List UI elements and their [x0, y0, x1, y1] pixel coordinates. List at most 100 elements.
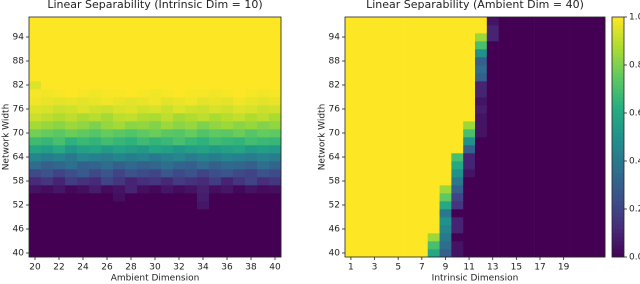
- heatmap-cell: [356, 161, 369, 170]
- x-tick-label: 34: [197, 263, 209, 273]
- heatmap-cell: [415, 105, 429, 114]
- heatmap-cell: [368, 129, 381, 138]
- heatmap-cell: [233, 249, 246, 258]
- heatmap-cell: [545, 201, 559, 210]
- heatmap-cell: [392, 209, 405, 218]
- heatmap-cell: [498, 33, 511, 42]
- heatmap-cell: [269, 225, 282, 234]
- x-tick-label: 36: [221, 263, 233, 273]
- heatmap-cell: [545, 41, 559, 50]
- heatmap-cell: [522, 217, 535, 226]
- heatmap-cell: [439, 65, 452, 74]
- heatmap-cell: [427, 177, 440, 186]
- heatmap-cell: [245, 49, 258, 58]
- heatmap-cell: [545, 121, 559, 130]
- heatmap-cell: [356, 33, 369, 42]
- heatmap-cell: [581, 129, 594, 138]
- colorbar-segment: [612, 29, 624, 34]
- heatmap-cell: [245, 233, 258, 242]
- heatmap-cell: [149, 129, 162, 138]
- heatmap-cell: [125, 33, 138, 42]
- heatmap-cell: [65, 113, 78, 122]
- x-tick-label: 17: [534, 263, 545, 273]
- heatmap-cell: [53, 169, 66, 178]
- heatmap-cell: [427, 209, 440, 218]
- heatmap-cell: [475, 81, 488, 90]
- heatmap-cell: [404, 89, 417, 98]
- heatmap-cell: [137, 145, 150, 154]
- heatmap-cell: [149, 49, 162, 58]
- colorbar-segment: [612, 45, 624, 50]
- heatmap-cell: [557, 193, 570, 202]
- heatmap-cell: [137, 17, 150, 26]
- heatmap-cell: [475, 241, 488, 250]
- heatmap-cell: [149, 145, 162, 154]
- heatmap-cell: [65, 121, 78, 130]
- heatmap-cell: [125, 249, 138, 258]
- heatmap-cell: [113, 25, 126, 34]
- heatmap-cell: [368, 153, 381, 162]
- heatmap-cell: [593, 225, 606, 234]
- heatmap-cell: [475, 105, 488, 114]
- heatmap-cell: [486, 145, 499, 154]
- heatmap-cell: [161, 145, 174, 154]
- heatmap-cell: [149, 225, 162, 234]
- heatmap-cell: [463, 129, 476, 138]
- heatmap-cell: [451, 241, 464, 250]
- heatmap-cell: [65, 129, 78, 138]
- heatmap-cell: [569, 57, 582, 66]
- heatmap-cell: [77, 89, 90, 98]
- heatmap-cell: [345, 25, 358, 34]
- heatmap-cell: [486, 209, 499, 218]
- heatmap-cell: [345, 217, 358, 226]
- heatmap-cell: [113, 73, 126, 82]
- heatmap-cell: [545, 97, 559, 106]
- heatmap-cell: [439, 185, 452, 194]
- heatmap-cell: [581, 65, 594, 74]
- chart-title: Linear Separability (Ambient Dim = 40): [366, 0, 584, 11]
- heatmap-cell: [125, 81, 138, 90]
- heatmap-cell: [77, 225, 90, 234]
- heatmap-cell: [498, 185, 511, 194]
- heatmap-cell: [498, 153, 511, 162]
- heatmap-cell: [125, 113, 138, 122]
- heatmap-cell: [345, 41, 358, 50]
- heatmap-cell: [41, 217, 54, 226]
- heatmap-cell: [53, 17, 66, 26]
- heatmap-cell: [113, 113, 126, 122]
- heatmap-cell: [392, 97, 405, 106]
- plot-frame: [344, 16, 606, 258]
- heatmap-cell: [380, 113, 393, 122]
- heatmap-cell: [439, 153, 452, 162]
- heatmap-cell: [593, 241, 606, 250]
- heatmap-cell: [593, 57, 606, 66]
- heatmap-cell: [569, 209, 582, 218]
- heatmap-cell: [221, 185, 234, 194]
- heatmap-cell: [463, 169, 476, 178]
- x-tick-label: 32: [173, 263, 184, 273]
- colorbar-segment: [612, 185, 624, 190]
- heatmap-cell: [557, 89, 570, 98]
- heatmap-cell: [245, 25, 258, 34]
- heatmap-cell: [113, 249, 126, 258]
- heatmap-cell: [498, 89, 511, 98]
- heatmap-cell: [569, 89, 582, 98]
- heatmap-cell: [101, 169, 114, 178]
- heatmap-cell: [113, 97, 126, 106]
- heatmap-cell: [427, 185, 440, 194]
- heatmap-cell: [581, 193, 594, 202]
- heatmap-cell: [257, 145, 270, 154]
- y-tick-label: 82: [13, 81, 24, 91]
- heatmap-cell: [53, 81, 66, 90]
- heatmap-cell: [486, 233, 499, 242]
- heatmap-cell: [439, 217, 452, 226]
- heatmap-cell: [209, 41, 222, 50]
- heatmap-cell: [404, 129, 417, 138]
- heatmap-cell: [522, 97, 535, 106]
- heatmap-cell: [113, 65, 126, 74]
- heatmap-cell: [581, 97, 594, 106]
- heatmap-cell: [380, 97, 393, 106]
- heatmap-cell: [534, 193, 547, 202]
- heatmap-cell: [510, 145, 523, 154]
- heatmap-cell: [392, 217, 405, 226]
